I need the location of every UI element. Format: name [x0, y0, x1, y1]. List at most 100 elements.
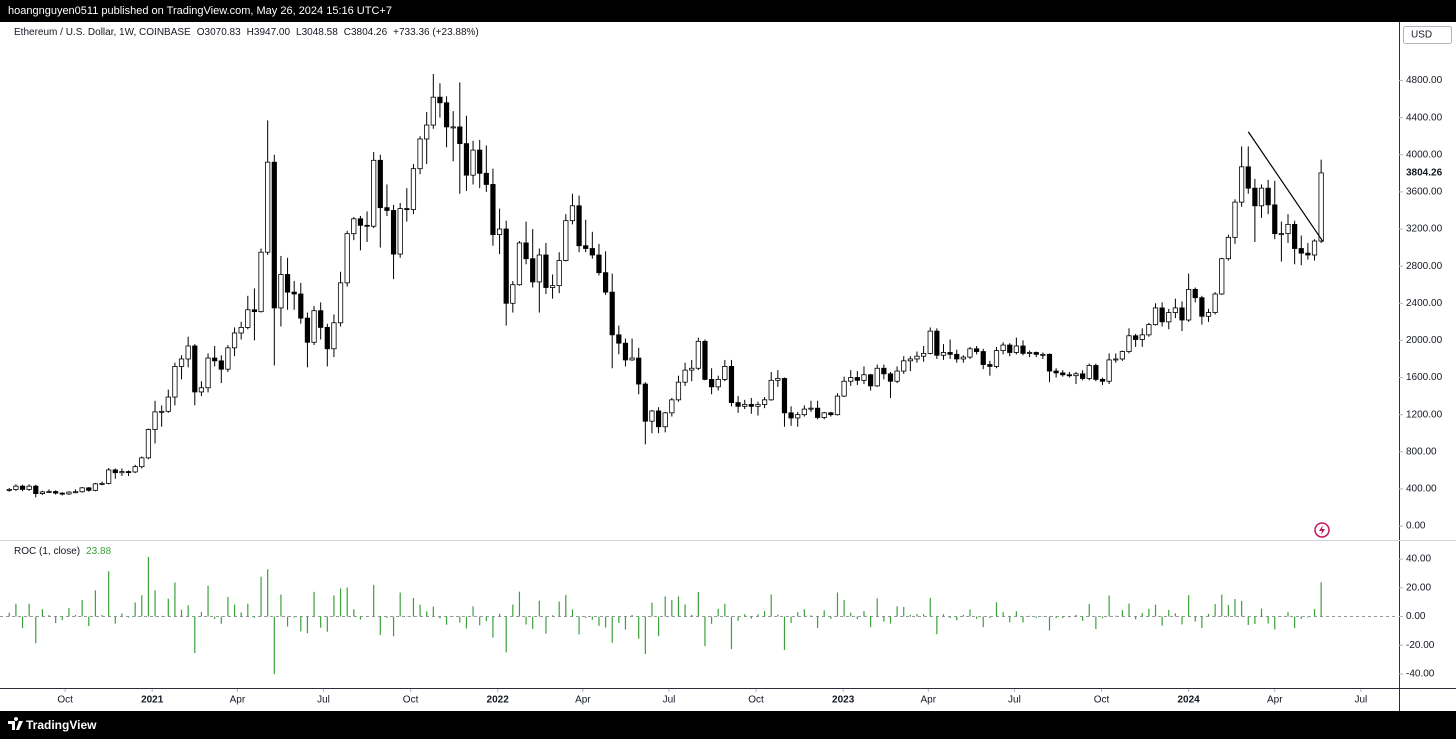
roc-bar — [406, 616, 408, 618]
roc-bar — [214, 616, 216, 619]
roc-bar — [1201, 616, 1203, 629]
icon-circle[interactable] — [1314, 522, 1330, 538]
candle-body — [954, 353, 960, 360]
roc-bar — [439, 616, 441, 619]
candle-body — [629, 357, 635, 361]
roc-bar — [512, 604, 514, 617]
roc-bar — [300, 616, 302, 632]
roc-bar — [101, 614, 103, 617]
candle-body — [987, 364, 993, 367]
candle-body — [404, 208, 410, 210]
roc-bar — [1042, 616, 1044, 618]
candle-body — [410, 168, 417, 210]
candle-body — [788, 412, 794, 419]
y-tick-label: 4400.00 — [1406, 112, 1443, 123]
roc-bar — [379, 616, 381, 636]
roc-bar — [889, 616, 892, 624]
roc-bar — [551, 615, 554, 617]
candle-body — [424, 124, 430, 140]
candle-body — [92, 483, 99, 491]
roc-bar — [253, 616, 256, 618]
candle-body — [331, 322, 337, 350]
roc-bar — [797, 612, 799, 617]
candle-body — [901, 360, 907, 372]
roc-bar — [644, 616, 646, 654]
candle-body — [271, 161, 277, 309]
roc-bar — [505, 616, 507, 653]
roc-bar — [187, 605, 189, 617]
currency-label[interactable]: USD — [1411, 30, 1432, 41]
roc-bar — [730, 616, 733, 650]
candle-body — [1186, 288, 1192, 321]
candle-body — [251, 309, 258, 313]
roc-bar — [320, 616, 322, 628]
candle-body — [556, 260, 562, 287]
roc-bar — [359, 616, 362, 620]
icon-bolt[interactable] — [1319, 525, 1325, 535]
candle-body — [1119, 351, 1125, 360]
roc-bar — [35, 616, 37, 644]
candle-body — [145, 429, 152, 459]
currency-box[interactable] — [1403, 26, 1452, 44]
roc-bar — [286, 616, 289, 627]
candle-body — [543, 254, 549, 288]
y-tick-label: 3200.00 — [1406, 224, 1443, 235]
candle-body — [530, 258, 536, 283]
legend-title: Ethereum / U.S. Dollar, 1W, COINBASE — [14, 27, 191, 38]
candle-body — [172, 366, 178, 398]
roc-bar — [816, 616, 819, 628]
x-tick-label: Oct — [748, 695, 764, 706]
candle-body — [1166, 312, 1172, 323]
x-tick-label: Jul — [1354, 695, 1367, 706]
candle-body — [351, 218, 357, 235]
roc-bar — [677, 596, 680, 617]
roc-bar — [870, 616, 872, 628]
roc-bar — [1009, 616, 1011, 623]
roc-bar — [903, 607, 905, 617]
candle-body — [715, 379, 721, 388]
candle-body — [463, 143, 470, 176]
roc-bar — [459, 616, 461, 623]
footer: TradingView — [0, 711, 1456, 739]
candle-body — [1205, 312, 1212, 317]
candle-body — [1013, 345, 1019, 353]
roc-bar — [1048, 616, 1051, 631]
roc-bar — [1154, 604, 1157, 617]
roc-bar — [21, 616, 24, 629]
chart-background — [0, 22, 1456, 711]
candle-body — [775, 378, 781, 381]
roc-bar — [479, 616, 481, 626]
candle-body — [192, 345, 198, 393]
candle-body — [477, 149, 483, 174]
candle-body — [1086, 365, 1092, 379]
roc-bar — [373, 584, 375, 617]
roc-bar — [280, 594, 282, 617]
candle-body — [53, 491, 59, 494]
candle-body — [19, 485, 26, 490]
roc-bar — [1194, 616, 1196, 622]
roc-bar — [1241, 600, 1243, 617]
y-tick-label: 2800.00 — [1406, 261, 1443, 272]
roc-bar — [578, 616, 580, 635]
candle-body — [682, 369, 688, 383]
x-tick-label: Jul — [317, 695, 330, 706]
candle-body — [205, 357, 211, 389]
roc-bar — [326, 616, 328, 632]
candle-body — [298, 293, 304, 319]
y-tick-label: 1600.00 — [1406, 372, 1443, 383]
candle-body — [1272, 204, 1278, 235]
candle-body — [742, 404, 748, 407]
candle-body — [1159, 307, 1165, 323]
roc-bar — [962, 614, 964, 617]
lightning-icon[interactable] — [1314, 522, 1330, 538]
candle-body — [1192, 288, 1198, 299]
candle-body — [159, 410, 165, 413]
roc-bar — [154, 590, 156, 617]
roc-bar — [571, 609, 574, 617]
roc-bar — [293, 616, 295, 618]
candle-body — [814, 407, 821, 418]
candle-body — [231, 332, 238, 349]
roc-bar — [1002, 611, 1004, 617]
chart: USD 0.00 400.00 800.00 1200.00 1600.00 2000.0… — [0, 22, 1456, 711]
candle-body — [39, 491, 46, 494]
